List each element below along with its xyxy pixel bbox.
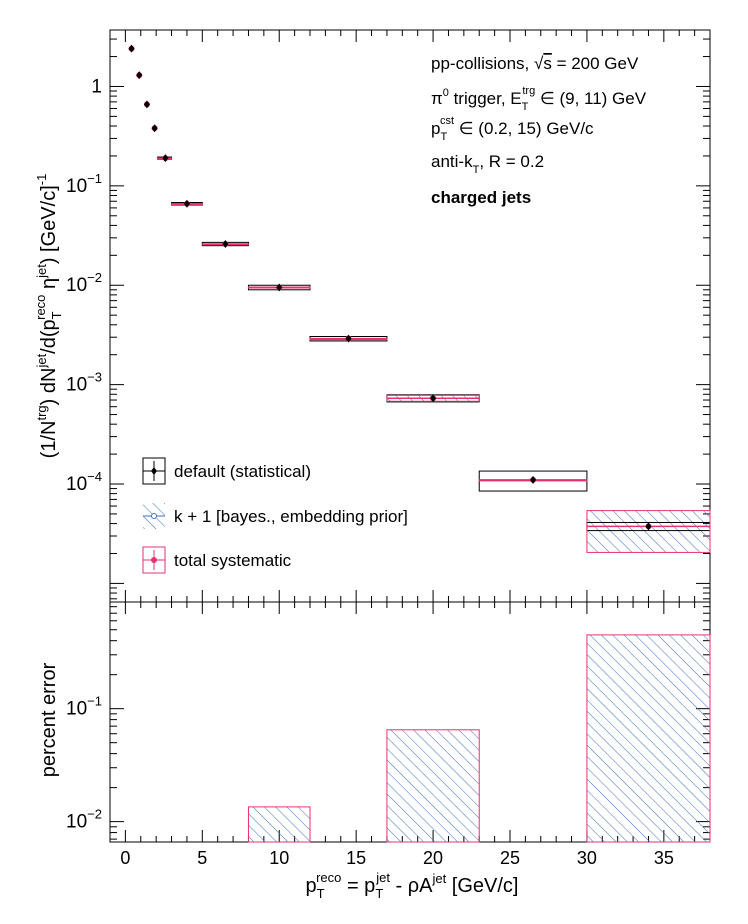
- x-tick-label: 25: [500, 848, 520, 868]
- annotation-constituent-pt: pTcst ∈ (0.2, 15) GeV/c: [431, 115, 594, 143]
- top-panel-marks: [128, 44, 711, 553]
- x-tick-label: 20: [423, 848, 443, 868]
- bottom-panel-marks: [247, 634, 711, 843]
- legend-entry-statistical: default (statistical): [142, 457, 311, 485]
- x-tick-label: 35: [654, 848, 674, 868]
- data-point: [136, 71, 143, 80]
- annotation-collisions: pp-collisions, √s = 200 GeV: [431, 54, 639, 73]
- percent-error-bar: [586, 634, 711, 843]
- x-tick-label: 15: [346, 848, 366, 868]
- data-point: [345, 334, 352, 343]
- legend-label-statistical: default (statistical): [174, 462, 311, 481]
- legend-entry-bayes: k + 1 [bayes., embedding prior]: [143, 503, 408, 529]
- total-sys-box: [586, 510, 711, 553]
- y-tick-label: 1: [91, 76, 102, 97]
- y-tick-label: 10−3: [66, 370, 102, 396]
- y-tick-label: 10−4: [66, 469, 102, 495]
- top-panel-axes: 1 10−1 10−2 10−3 10−4: [66, 30, 711, 602]
- data-point: [162, 154, 169, 163]
- x-tick-label: 5: [197, 848, 207, 868]
- data-point: [143, 100, 150, 109]
- y-tick-label: 10−1: [66, 694, 102, 720]
- percent-error-bar: [247, 806, 311, 843]
- x-tick-label: 10: [269, 848, 289, 868]
- legend-label-bayes: k + 1 [bayes., embedding prior]: [174, 507, 408, 526]
- y-tick-label: 10−1: [66, 171, 102, 197]
- data-point: [530, 475, 537, 484]
- data-point: [183, 199, 190, 208]
- y-tick-label: 10−2: [66, 270, 102, 296]
- bayes-sys-box: [586, 510, 710, 553]
- x-tick-label: 30: [577, 848, 597, 868]
- x-tick-label: 0: [120, 848, 130, 868]
- annotation-trigger: π0 trigger, ETtrg ∈ (9, 11) GeV: [431, 85, 647, 113]
- bottom-panel-axes: 0 5 10 15 20 25 30 35 10−1 10−2: [66, 602, 711, 868]
- percent-error-bar: [386, 729, 480, 843]
- data-point: [128, 44, 135, 53]
- data-point: [222, 240, 229, 249]
- data-point: [276, 283, 283, 292]
- annotation-algorithm: anti-kT, R = 0.2: [431, 152, 544, 176]
- top-y-axis-label: (1/Ntrg) dNjet/d(pTreco ηjet) [GeV/c]-1: [33, 174, 64, 459]
- annotation-jet-type: charged jets: [431, 188, 531, 207]
- bottom-y-axis-label: percent error: [38, 662, 60, 777]
- x-axis-label: pTreco = pTjet - ρAjet [GeV/c]: [306, 870, 519, 901]
- data-point: [645, 522, 652, 531]
- legend-label-systematic: total systematic: [174, 551, 292, 570]
- data-point: [151, 124, 158, 133]
- data-point: [430, 394, 437, 403]
- y-tick-label: 10−2: [66, 807, 102, 833]
- legend: default (statistical) k + 1 [bayes., emb…: [142, 457, 408, 574]
- annotation-block: pp-collisions, √s = 200 GeV π0 trigger, …: [431, 54, 647, 207]
- legend-entry-systematic: total systematic: [142, 546, 292, 574]
